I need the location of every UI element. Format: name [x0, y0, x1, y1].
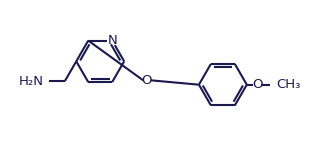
Text: H₂N: H₂N [19, 75, 44, 88]
Text: N: N [107, 34, 117, 47]
Text: O: O [142, 74, 152, 87]
Text: O: O [252, 78, 262, 91]
Text: CH₃: CH₃ [276, 78, 300, 91]
